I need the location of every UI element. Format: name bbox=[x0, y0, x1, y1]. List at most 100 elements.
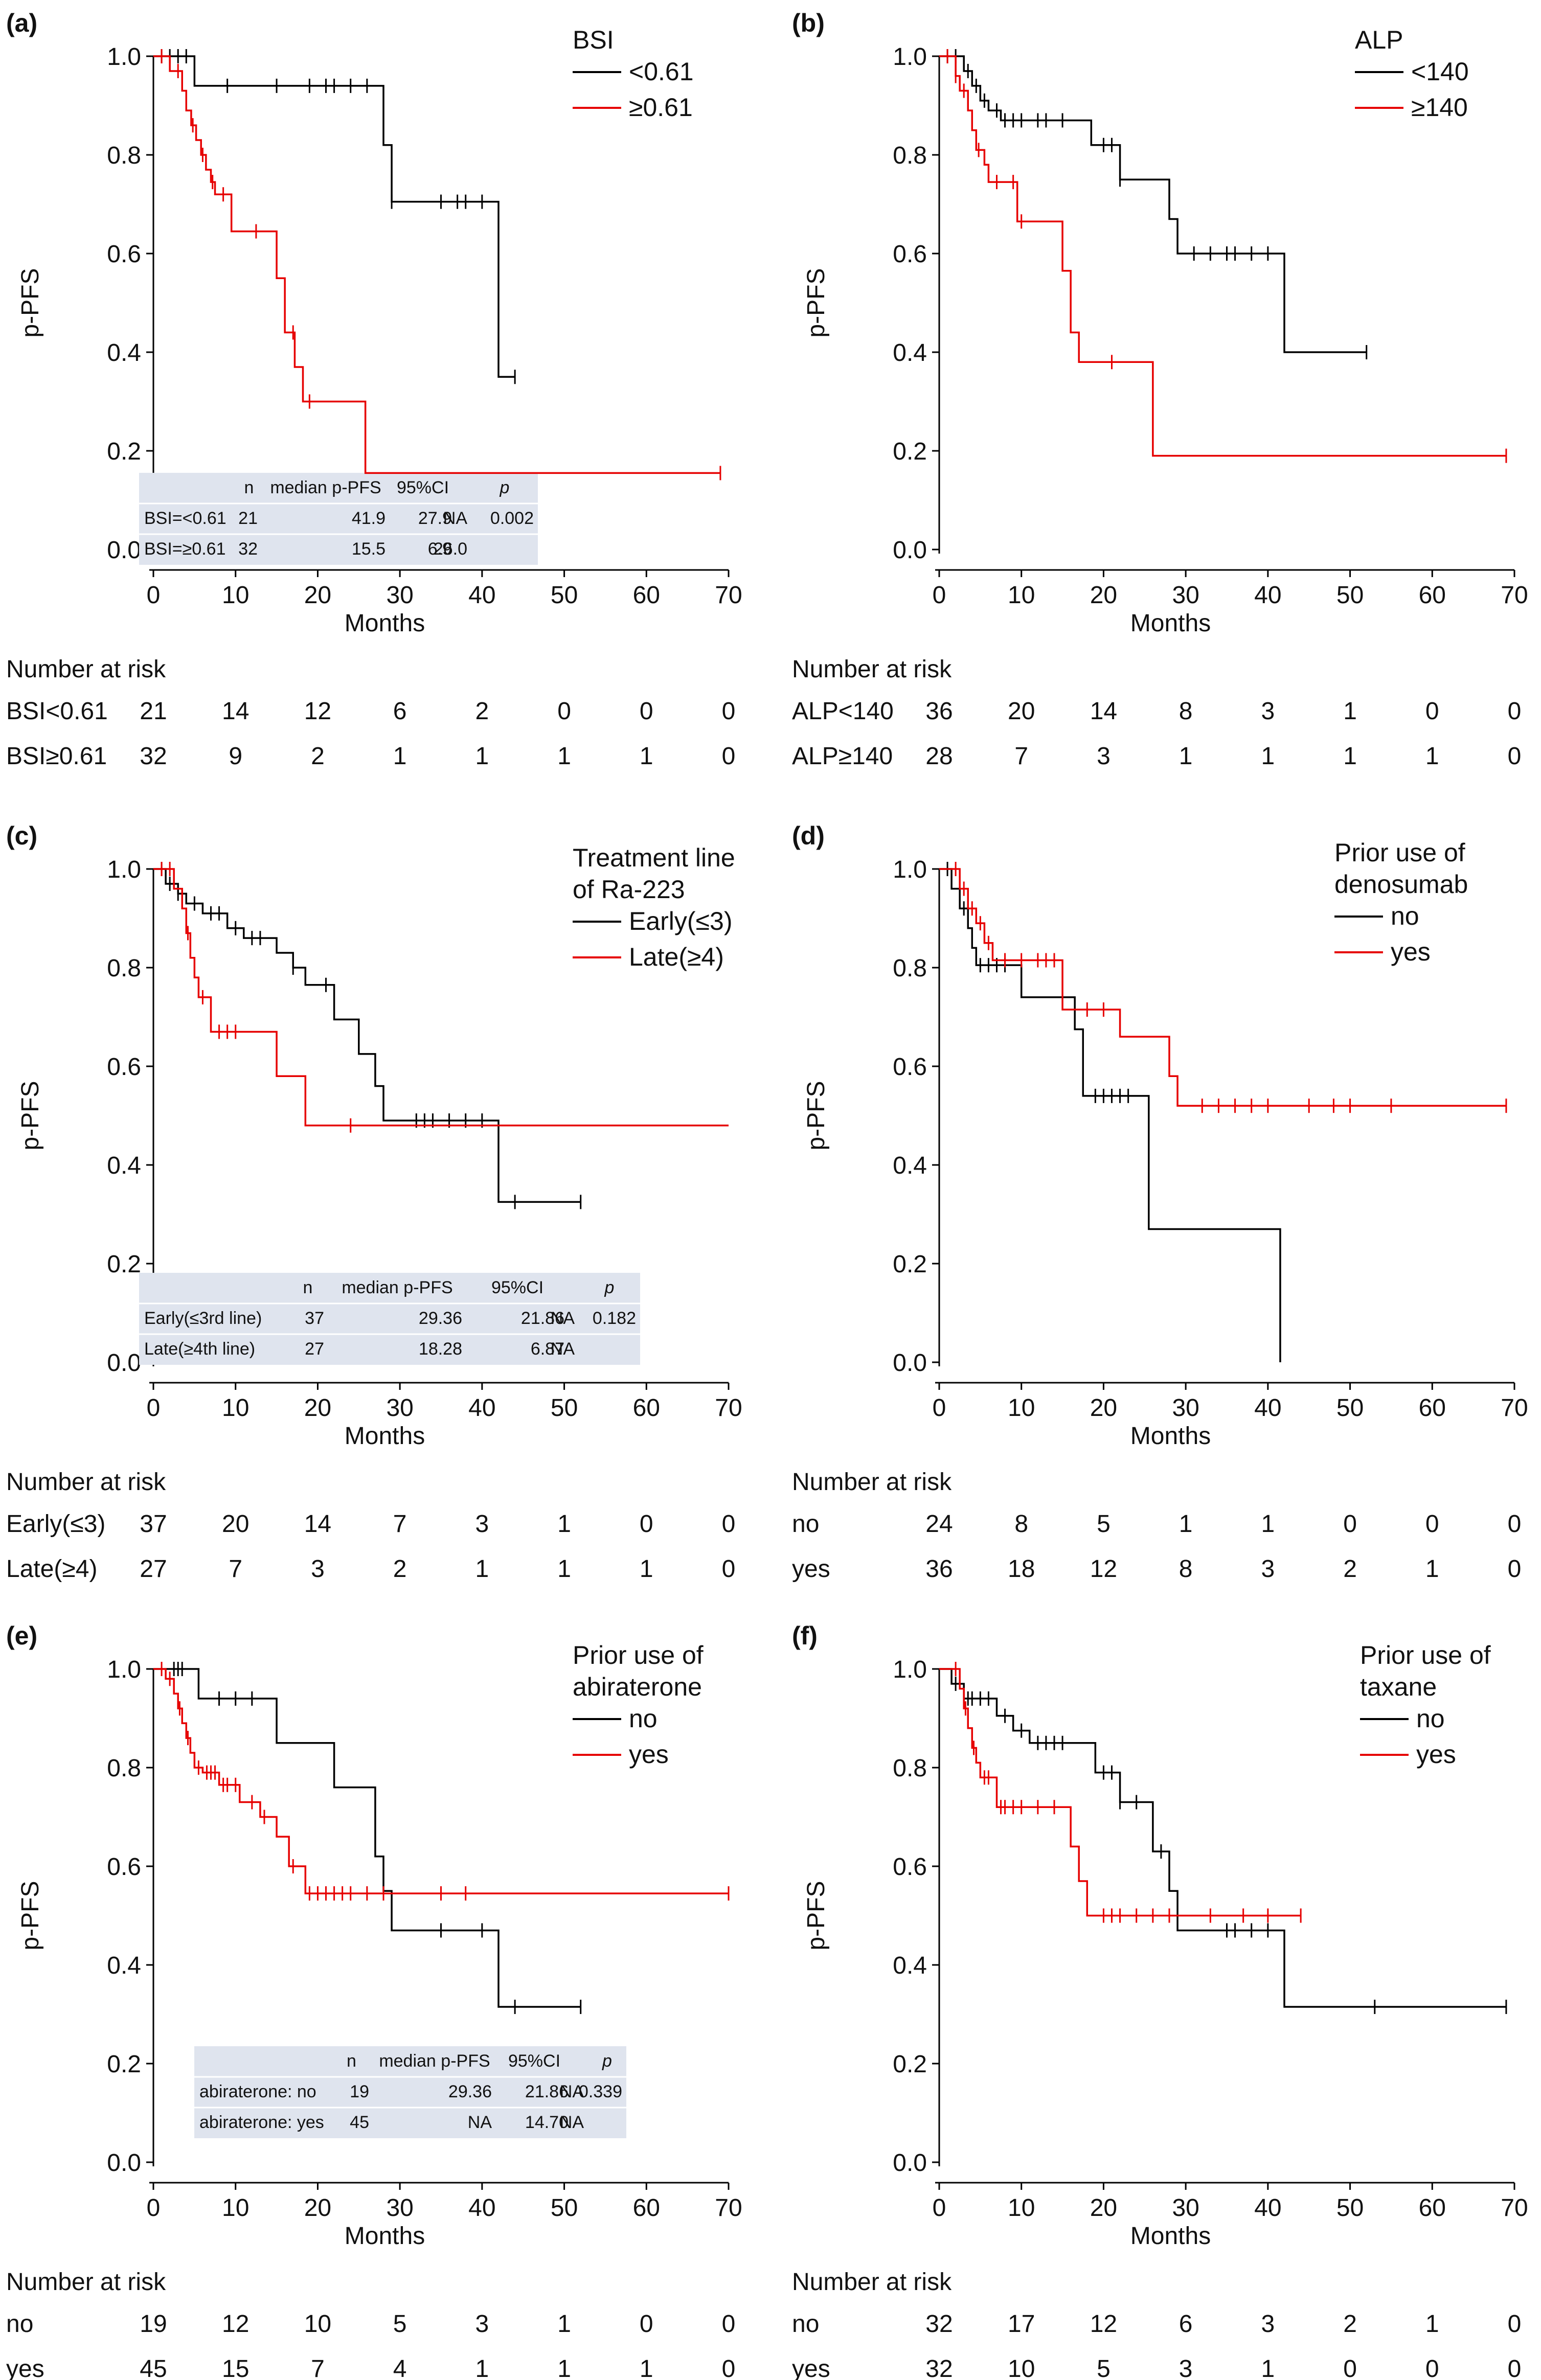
legend: Prior use of abiraterone no yes bbox=[573, 1641, 704, 1769]
y-tick-label: 0.4 bbox=[893, 1952, 927, 1979]
risk-value: 28 bbox=[925, 743, 953, 770]
x-axis-label: Months bbox=[345, 2223, 425, 2250]
stats-table-cell: 32 bbox=[238, 539, 258, 559]
legend-title: taxane bbox=[1360, 1673, 1437, 1701]
risk-value: 37 bbox=[140, 1511, 167, 1538]
risk-value: 45 bbox=[140, 2355, 167, 2380]
stats-table-header-cell: n bbox=[347, 2051, 356, 2071]
risk-value: 1 bbox=[640, 743, 653, 770]
legend: BSI <0.61 ≥0.61 bbox=[573, 26, 694, 122]
y-tick-label: 0.6 bbox=[107, 241, 141, 268]
risk-value: 1 bbox=[1425, 2310, 1439, 2338]
stats-table-cell: 0.182 bbox=[593, 1309, 636, 1328]
risk-value: 0 bbox=[1508, 698, 1522, 725]
stats-table: n median p-PFS 95%CI p BSI=<0.61 21 41.9 27.9NA… bbox=[139, 473, 538, 565]
y-tick-label: 1.0 bbox=[107, 1656, 141, 1683]
risk-value: 1 bbox=[557, 2310, 571, 2338]
km-curve-no bbox=[153, 1668, 581, 2008]
x-tick-label: 50 bbox=[551, 1394, 578, 1422]
risk-value: 20 bbox=[222, 1511, 249, 1538]
risk-value: 3 bbox=[1261, 698, 1275, 725]
risk-value: 6 bbox=[393, 698, 407, 725]
x-tick-label: 40 bbox=[468, 582, 495, 609]
x-tick-label: 50 bbox=[551, 582, 578, 609]
x-tick-label: 40 bbox=[468, 2194, 495, 2222]
risk-value: 32 bbox=[140, 743, 167, 770]
risk-value: 1 bbox=[640, 2355, 653, 2380]
stats-table-cell: 29.36 bbox=[419, 1309, 462, 1328]
km-panel: (d)0.00.20.40.60.81.00 10 20 30 40 50 60 70p-PF… bbox=[792, 821, 1528, 1583]
x-tick-label: 70 bbox=[1501, 582, 1528, 609]
y-tick-label: 0.8 bbox=[893, 142, 927, 169]
y-tick-label: 0.2 bbox=[107, 2051, 141, 2078]
stats-table-header-cell: n bbox=[303, 1278, 313, 1297]
risk-value: 2 bbox=[311, 743, 325, 770]
x-tick-label: 0 bbox=[147, 2194, 161, 2222]
stats-table-cell: 6.87 bbox=[531, 1339, 564, 1359]
risk-value: 7 bbox=[229, 1555, 242, 1583]
risk-value: 15 bbox=[222, 2355, 249, 2380]
panel-label: (f) bbox=[792, 1621, 818, 1650]
y-tick-label: 1.0 bbox=[893, 43, 927, 71]
y-axis-label: p-PFS bbox=[803, 268, 830, 337]
y-tick-label: 0.6 bbox=[893, 1054, 927, 1081]
x-tick-label: 20 bbox=[304, 1394, 331, 1422]
risk-value: 1 bbox=[1261, 1511, 1275, 1538]
risk-value: 1 bbox=[557, 2355, 571, 2380]
x-tick-label: 0 bbox=[933, 2194, 946, 2222]
risk-title: Number at risk bbox=[6, 656, 166, 683]
km-curve-no bbox=[939, 868, 1281, 1362]
y-tick-label: 0.6 bbox=[893, 241, 927, 268]
stats-table-bg bbox=[194, 2046, 626, 2138]
risk-table: Number at risk ALP<140 36 20 14 8 3 1 0 0 ALP≥140 2… bbox=[792, 656, 1521, 770]
y-tick-label: 1.0 bbox=[107, 856, 141, 883]
km-panel: (e)0.00.20.40.60.81.00 10 20 30 40 50 60 70p-PF… bbox=[6, 1621, 742, 2380]
stats-table-header-cell: p bbox=[602, 2051, 612, 2071]
km-panel: (f)0.00.20.40.60.81.00 10 20 30 40 50 60 70p-PF… bbox=[792, 1621, 1528, 2380]
x-tick-label: 0 bbox=[933, 582, 946, 609]
legend-title: BSI bbox=[573, 26, 614, 54]
risk-value: 14 bbox=[304, 1511, 331, 1538]
stats-table-cell: 19 bbox=[350, 2082, 369, 2101]
risk-value: 24 bbox=[925, 1511, 953, 1538]
x-tick-label: 0 bbox=[147, 582, 161, 609]
stats-table-cell: NA bbox=[468, 2113, 492, 2132]
stats-table-cell: 45 bbox=[350, 2113, 369, 2132]
x-axis-label: Months bbox=[1130, 610, 1211, 637]
risk-value: 12 bbox=[1090, 1555, 1117, 1583]
risk-value: 27 bbox=[140, 1555, 167, 1583]
risk-value: 5 bbox=[393, 2310, 407, 2338]
x-tick-label: 50 bbox=[1336, 582, 1364, 609]
y-tick-label: 0.4 bbox=[893, 339, 927, 367]
x-tick-label: 70 bbox=[1501, 2194, 1528, 2222]
km-panel: (c)0.00.20.40.60.81.00 10 20 30 40 50 60 70p-PF… bbox=[6, 821, 742, 1583]
risk-value: 1 bbox=[1343, 743, 1357, 770]
stats-table-bg bbox=[139, 473, 538, 565]
panel-label: (a) bbox=[6, 9, 37, 37]
panels-group: (a)0.00.20.40.60.81.00 10 20 30 40 50 60 70p-PF… bbox=[6, 9, 1528, 2380]
y-tick-label: 1.0 bbox=[893, 856, 927, 883]
y-axis-label: p-PFS bbox=[803, 1081, 830, 1150]
risk-row-label: BSI<0.61 bbox=[6, 698, 108, 725]
y-tick-label: 0.2 bbox=[107, 438, 141, 465]
risk-value: 4 bbox=[393, 2355, 407, 2380]
x-tick-label: 60 bbox=[1419, 2194, 1446, 2222]
risk-value: 8 bbox=[1014, 1511, 1028, 1538]
stats-table-cell: 27.9 bbox=[418, 509, 452, 528]
stats-table-header-cell: n bbox=[244, 478, 254, 497]
risk-value: 3 bbox=[1261, 1555, 1275, 1583]
legend-label: ≥140 bbox=[1411, 93, 1468, 122]
risk-value: 2 bbox=[1343, 1555, 1357, 1583]
risk-value: 1 bbox=[557, 743, 571, 770]
risk-value: 0 bbox=[1508, 2355, 1522, 2380]
y-tick-label: 0.8 bbox=[107, 1755, 141, 1782]
risk-value: 9 bbox=[229, 743, 242, 770]
risk-value: 1 bbox=[475, 743, 489, 770]
x-tick-label: 30 bbox=[386, 582, 413, 609]
risk-value: 0 bbox=[1508, 743, 1522, 770]
y-tick-label: 1.0 bbox=[107, 43, 141, 71]
risk-value: 1 bbox=[1343, 698, 1357, 725]
stats-table-cell: BSI=<0.61 bbox=[144, 509, 226, 528]
